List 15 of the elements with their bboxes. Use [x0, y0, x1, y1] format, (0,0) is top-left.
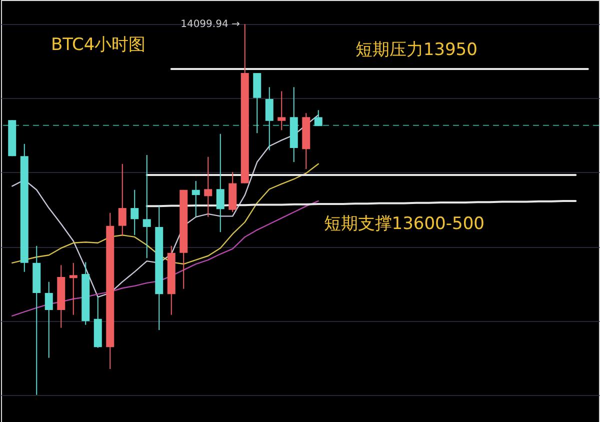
candlestick	[265, 86, 274, 151]
text: BTC4小时图	[51, 35, 146, 55]
candlestick	[216, 133, 224, 233]
candlestick	[69, 262, 78, 316]
candlestick	[314, 110, 322, 127]
candlestick	[118, 163, 126, 236]
candlestick	[278, 90, 286, 131]
candlestick	[192, 180, 200, 218]
candlestick	[130, 189, 139, 236]
candlestick	[44, 281, 53, 358]
annotation: 14099.94 →	[180, 19, 240, 30]
series-label: 短期支撑13600-500	[324, 214, 484, 234]
candlestick	[204, 156, 212, 218]
candlestick	[142, 154, 151, 259]
series-label: 短期压力13950	[355, 40, 478, 60]
